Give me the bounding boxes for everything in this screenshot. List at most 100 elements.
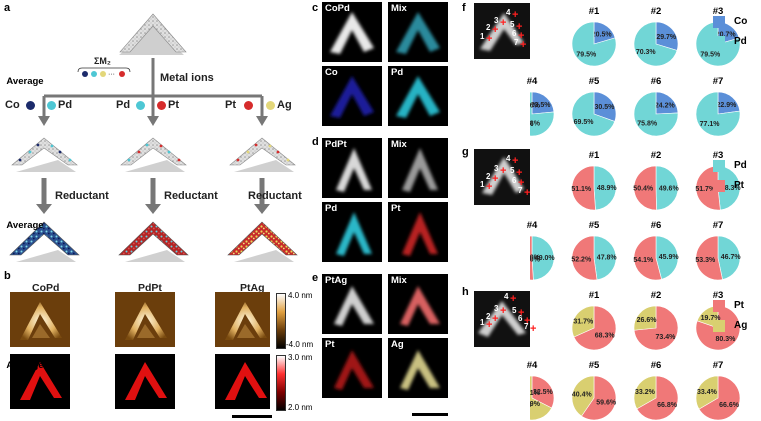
legend-swatch-g-1 xyxy=(713,160,725,172)
pie-label-g-1-2: 51.1% xyxy=(571,186,592,193)
point-label-f-4: 4 xyxy=(506,8,511,17)
eds-label-mix-c: Mix xyxy=(391,3,407,14)
composition-pie-charts: 20.5% 79.5% 29.7% 70.3% 20.7% 79.5% 23.5% 76.5%… xyxy=(530,0,742,421)
pie-label-g-8-1: 48.0% xyxy=(530,255,541,262)
pie-label-f-2-1: 29.7% xyxy=(656,34,677,41)
pie-title-g-6: #6 xyxy=(650,220,662,231)
colorbar-bottom-max: 3.0 nm xyxy=(288,353,313,362)
legend-swatch-f-1 xyxy=(713,16,725,28)
pie-label-f-8-1: 24.6% xyxy=(530,102,541,109)
pie-label-g-6-1: 45.9% xyxy=(659,254,680,261)
branch3-left-label: Pt xyxy=(225,99,236,111)
pt-ball-icon xyxy=(157,101,166,110)
pie-slice-g-6-2 xyxy=(633,235,662,281)
arrow-head-3 xyxy=(256,116,268,126)
reductant-label-3: Reductant xyxy=(248,190,302,202)
eds-label-mix-d: Mix xyxy=(391,139,407,150)
panel-letter-f: f xyxy=(462,2,466,14)
point-marker-g-4: + xyxy=(512,155,519,167)
pie-label-h-5-2: 40.4% xyxy=(572,392,593,399)
pie-label-h-3-2: 19.7% xyxy=(701,315,722,322)
pd-ball-icon xyxy=(136,101,145,110)
sigma-bracket xyxy=(77,67,131,73)
branch1-right-label: Pd xyxy=(58,99,73,111)
pie-title-h-7: #7 xyxy=(712,360,724,371)
point-marker-g-1: + xyxy=(486,181,493,193)
pie-slice-f-4-2 xyxy=(530,91,555,137)
point-label-f-1: 1 xyxy=(480,32,485,41)
pie-slice-g-1-1 xyxy=(593,165,617,211)
arrow-head-2 xyxy=(147,116,159,126)
pie-slice-f-6-2 xyxy=(633,91,679,137)
point-label-h-2: 2 xyxy=(486,312,491,321)
point-label-g-7: 7 xyxy=(518,186,523,195)
top-dna-triangle xyxy=(119,13,187,55)
pie-title-h-6: #6 xyxy=(650,360,662,371)
afm-title-pdpt: PdPt xyxy=(138,282,162,294)
pie-title-f-4: #4 xyxy=(526,76,538,87)
point-label-f-3: 3 xyxy=(494,16,499,25)
sigma-m2-label: ΣM₂ xyxy=(94,56,111,66)
point-marker-g-2: + xyxy=(492,173,499,185)
legend-swatch-f-2 xyxy=(713,36,725,48)
pie-label-g-7-1: 46.7% xyxy=(721,254,742,261)
pie-label-h-1-1: 68.3% xyxy=(595,332,616,339)
pie-slice-h-7-2 xyxy=(695,375,719,410)
pie-label-h-7-1: 66.6% xyxy=(719,402,740,409)
legend-swatch-h-2 xyxy=(713,320,725,332)
pie-label-h-3-1: 80.3% xyxy=(715,336,736,343)
pd-ball-icon xyxy=(47,101,56,110)
point-marker-f-3: + xyxy=(500,17,507,29)
legend-label-g-1: Pd xyxy=(734,160,747,171)
panel-letter-a: a xyxy=(4,2,11,14)
pie-label-f-8-2: 75.8% xyxy=(530,121,541,128)
ag-ball-icon xyxy=(266,101,275,110)
pie-label-g-3-2: 51.7% xyxy=(695,186,716,193)
legend-label-h-2: Ag xyxy=(734,320,748,331)
pie-title-g-1: #1 xyxy=(588,150,600,161)
pie-slice-f-2-2 xyxy=(633,21,678,67)
metal-ions-label: Metal ions xyxy=(160,72,214,84)
pie-title-f-3: #3 xyxy=(712,6,724,17)
branch2-right-label: Pt xyxy=(168,99,179,111)
legend-label-g-2: Pt xyxy=(734,180,744,191)
pie-title-f-1: #1 xyxy=(588,6,600,17)
point-label-g-3: 3 xyxy=(494,164,499,173)
pie-label-f-1-1: 20.5% xyxy=(592,31,613,38)
pie-slice-f-5-2 xyxy=(571,91,616,137)
panel-a-schematic: ··· xyxy=(9,13,298,262)
pie-label-h-2-1: 73.4% xyxy=(656,334,677,341)
pie-label-h-4-2: 67.5% xyxy=(530,402,532,409)
pie-label-g-2-1: 49.6% xyxy=(659,185,680,192)
pie-label-f-4-1: 23.5% xyxy=(531,102,552,109)
colorbar-top-max: 4.0 nm xyxy=(288,291,313,300)
point-label-h-5: 5 xyxy=(512,306,517,315)
scale-bar-e xyxy=(412,413,448,416)
pie-label-h-8-2: 36.1% xyxy=(530,390,541,397)
pie-slice-g-6-1 xyxy=(655,235,679,280)
point-marker-h-3: + xyxy=(500,305,507,317)
eds-label-pd-c: Pd xyxy=(391,67,404,78)
point-label-h-3: 3 xyxy=(494,304,499,313)
pie-title-f-6: #6 xyxy=(650,76,662,87)
point-label-f-2: 2 xyxy=(486,23,491,32)
pie-label-h-8-1: 63.9% xyxy=(530,401,541,408)
point-marker-f-2: + xyxy=(492,24,499,36)
point-marker-f-1: + xyxy=(486,33,493,45)
pie-title-h-4: #4 xyxy=(526,360,538,371)
pie-label-h-2-2: 26.6% xyxy=(637,317,658,324)
afm-height-colorbar xyxy=(276,293,286,349)
pie-slice-f-4-1 xyxy=(531,91,555,115)
pie-slice-h-2-2 xyxy=(633,305,657,331)
colorbar-bottom-min: 2.0 nm xyxy=(288,403,313,412)
bottom-metallized-triangles xyxy=(9,221,298,262)
pie-title-g-4: #4 xyxy=(526,220,538,231)
pt-ball-icon xyxy=(244,101,253,110)
point-label-g-4: 4 xyxy=(506,154,511,163)
panel-letter-b: b xyxy=(4,270,11,282)
legend-swatch-h-1 xyxy=(713,300,725,312)
pie-label-f-3-1: 20.7% xyxy=(716,31,737,38)
pie-label-g-8-2: 52.0% xyxy=(530,256,541,263)
reductant-arrows xyxy=(36,178,270,214)
point-label-f-6: 6 xyxy=(512,29,517,38)
